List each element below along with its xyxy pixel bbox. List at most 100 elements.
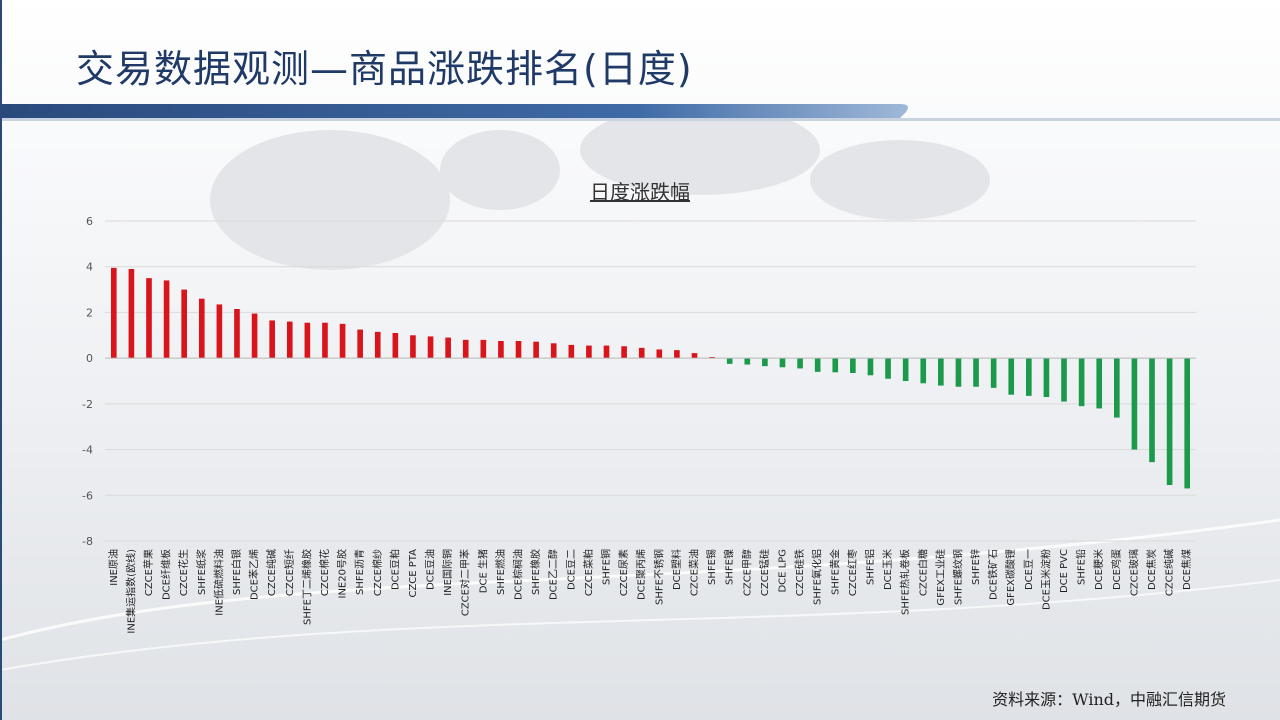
bar [744,358,751,365]
bar [990,358,997,388]
bar [814,358,821,372]
y-tick-label: -6 [82,489,93,502]
bar [797,358,803,369]
bar [1096,358,1103,409]
x-tick-label: CZCE纯碱 [265,549,278,596]
source-note: 资料来源：Wind，中融汇信期货 [992,690,1226,709]
x-tick-label: SHFE不锈钢 [652,549,665,605]
x-tick-label: SHFE丁二烯橡胶 [300,549,313,625]
y-tick-label: -2 [82,398,93,411]
bar [445,337,451,359]
x-tick-label: DCE豆一 [1023,549,1035,590]
bar [533,341,539,359]
x-tick-label: CZCE纯碱 [1163,549,1176,596]
bar [920,358,927,384]
x-tick-label: DCE玉米 [881,549,894,590]
y-tick-label: 2 [86,306,93,319]
chart-title: 日度涨跌幅 [590,180,690,204]
bar [938,358,944,386]
x-tick-label: DCE豆二 [565,549,577,590]
bar [462,339,469,359]
x-tick-label: SHFE螺纹钢 [951,549,964,605]
x-tick-label: GFEX碳酸锂 [1004,549,1017,606]
x-tick-label: DCE 生猪 [476,549,489,593]
x-tick-label: CZCE苹果 [142,549,155,596]
bar [1184,358,1191,489]
x-tick-label: DCE LPG [777,549,788,593]
x-tick-label: DCE铁矿石 [987,549,1000,600]
bar [146,278,152,359]
x-tick-label: DCE粳米 [1092,549,1105,590]
x-tick-label: GFEX工业硅 [934,549,947,606]
bar [128,269,135,359]
x-tick-label: SHFE锌 [969,549,982,585]
bar [674,350,680,359]
bar [850,358,856,373]
bar [832,358,839,373]
x-tick-label: SHFE镍 [723,549,736,585]
bar [621,346,627,359]
x-tick-label: DCE豆粕 [388,549,401,590]
x-tick-label: SHFE氧化铝 [811,549,824,605]
bar [322,322,328,359]
bar [392,333,399,359]
x-tick-label: CZCE棉花 [318,549,331,596]
bar [374,331,381,359]
bar [1113,358,1120,418]
bar [586,345,592,359]
bar [955,358,962,387]
bar [1149,358,1155,463]
x-tick-label: CZCE锰硅 [758,549,771,596]
x-tick-label: DCE鸡蛋 [1110,549,1123,590]
bar [638,347,645,359]
bar [234,309,240,359]
x-tick-label: CZCE红枣 [846,549,859,596]
bar [603,345,610,359]
bar [709,357,715,359]
x-tick-label: DCE纤维板 [160,549,173,600]
x-tick-label: SHFE纸浆 [195,549,208,595]
x-tick-label: DCE PVC [1059,549,1070,593]
bar [885,358,891,379]
y-tick-label: -4 [82,444,93,457]
x-tick-label: CZCE短纤 [283,549,296,596]
x-tick-label: CZCE硅铁 [793,549,806,596]
bar [1061,358,1067,402]
x-tick-label: SHFE燃油 [494,549,507,595]
x-tick-label: DCE焦炭 [1145,549,1158,590]
bar [902,358,909,381]
bar [304,322,311,359]
x-tick-label: CZCE菜油 [687,549,700,596]
bar [762,358,768,367]
y-tick-label: 0 [86,352,93,365]
bar [1131,358,1138,450]
y-tick-label: 6 [86,215,93,228]
x-tick-label: SHFE铅 [1075,549,1088,585]
slide-title: 交易数据观测—商品涨跌排名(日度) [76,47,693,91]
bar [498,341,504,359]
x-tick-label: DCE豆油 [424,549,437,590]
x-tick-label: SHFE铜 [601,549,613,585]
x-tick-label: SHFE热轧卷板 [899,549,912,615]
x-tick-label: CZCE PTA [408,549,419,598]
x-tick-label: DCE焦煤 [1180,549,1193,590]
x-tick-label: SHFE黄金 [828,549,841,595]
bar [480,339,487,359]
bar [251,313,258,359]
bar [427,336,434,359]
x-tick-label: CZCE对二甲苯 [459,549,472,616]
x-tick-label: CZCE玻璃 [1127,549,1140,596]
x-tick-label: DCE塑料 [670,549,683,590]
x-tick-label: INE原油 [107,549,120,586]
x-tick-label: CZCE棉纱 [371,549,384,596]
bar [216,304,223,359]
bar [357,329,363,359]
bar [163,280,170,359]
bar [779,358,786,368]
x-tick-label: DCE玉米淀粉 [1039,549,1052,610]
bar [726,358,733,364]
x-tick-label: INE低硫燃料油 [212,549,225,616]
x-tick-label: SHFE铝 [864,549,876,585]
x-tick-label: DCE苯乙烯 [248,549,261,600]
bar [1078,358,1085,407]
